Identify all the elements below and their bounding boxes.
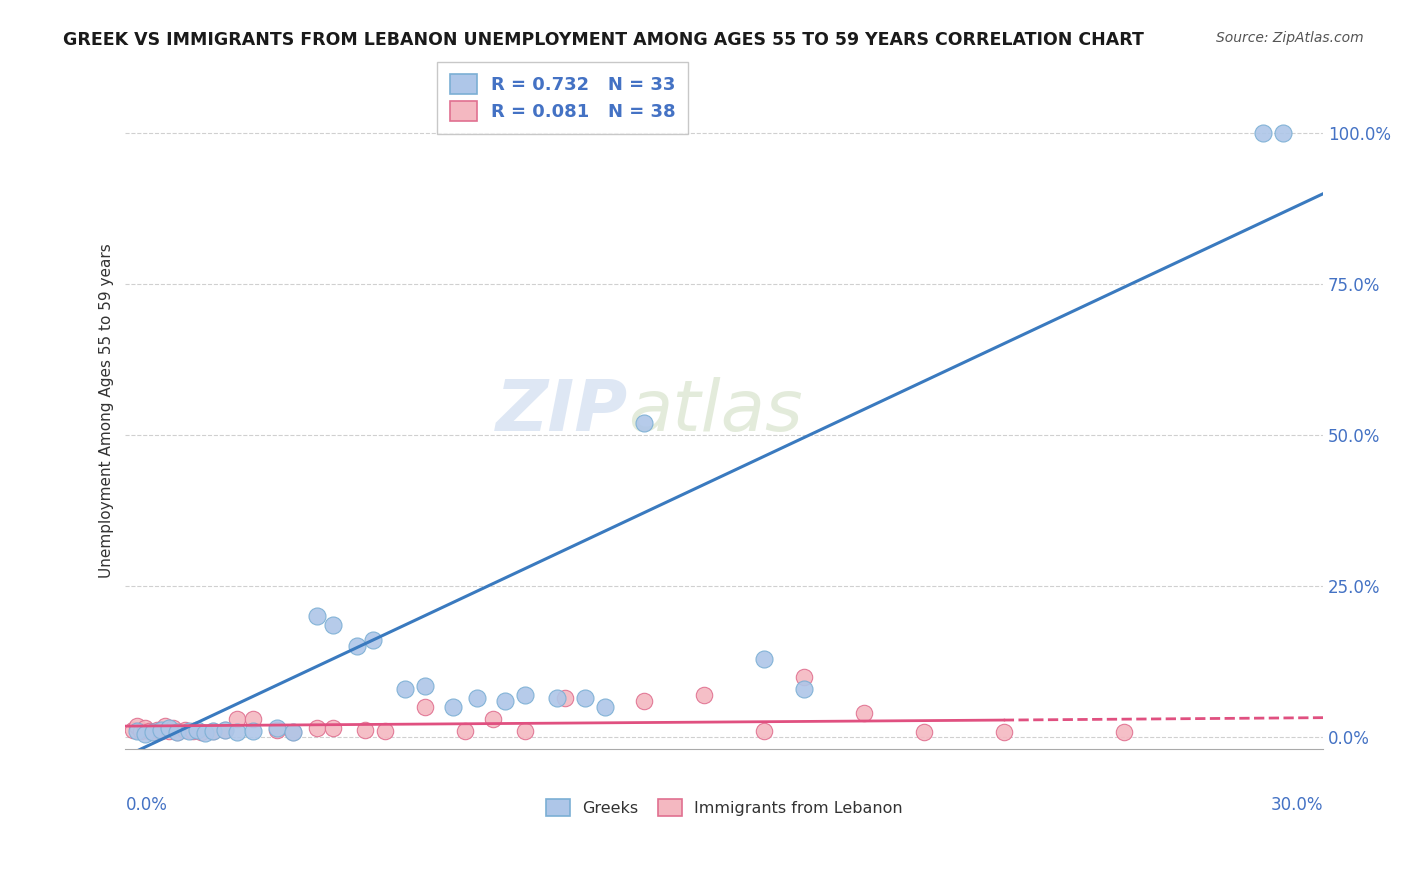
Point — [186, 723, 208, 737]
Point — [593, 699, 616, 714]
Point — [166, 725, 188, 739]
Point — [122, 723, 145, 737]
Point — [142, 725, 165, 739]
Point — [226, 725, 249, 739]
Point — [322, 721, 344, 735]
Point — [361, 633, 384, 648]
Point — [374, 723, 396, 738]
Point — [155, 719, 177, 733]
Point — [793, 681, 815, 696]
Point — [1251, 126, 1274, 140]
Point — [322, 618, 344, 632]
Point — [633, 694, 655, 708]
Text: Source: ZipAtlas.com: Source: ZipAtlas.com — [1216, 31, 1364, 45]
Point — [993, 725, 1015, 739]
Point — [494, 694, 516, 708]
Point — [242, 712, 264, 726]
Point — [513, 688, 536, 702]
Point — [226, 712, 249, 726]
Point — [150, 723, 173, 738]
Point — [413, 679, 436, 693]
Point — [754, 723, 776, 738]
Point — [281, 725, 304, 739]
Point — [754, 651, 776, 665]
Point — [633, 416, 655, 430]
Point — [266, 721, 288, 735]
Text: ZIP: ZIP — [496, 376, 628, 445]
Point — [307, 609, 329, 624]
Point — [202, 723, 225, 738]
Point — [214, 723, 236, 737]
Point — [214, 723, 236, 737]
Point — [166, 725, 188, 739]
Point — [307, 721, 329, 735]
Point — [183, 723, 205, 738]
Point — [465, 690, 488, 705]
Point — [138, 723, 160, 738]
Point — [793, 670, 815, 684]
Point — [190, 725, 212, 739]
Point — [912, 725, 935, 739]
Point — [281, 725, 304, 739]
Point — [1272, 126, 1295, 140]
Point — [194, 726, 217, 740]
Point — [134, 721, 156, 735]
Point — [574, 690, 596, 705]
Text: 30.0%: 30.0% — [1271, 796, 1323, 814]
Legend: Greeks, Immigrants from Lebanon: Greeks, Immigrants from Lebanon — [540, 793, 910, 822]
Point — [394, 681, 416, 696]
Point — [131, 723, 153, 738]
Point — [853, 706, 876, 720]
Point — [693, 688, 716, 702]
Point — [162, 721, 184, 735]
Point — [134, 727, 156, 741]
Point — [179, 723, 201, 738]
Point — [127, 719, 149, 733]
Point — [242, 723, 264, 738]
Text: GREEK VS IMMIGRANTS FROM LEBANON UNEMPLOYMENT AMONG AGES 55 TO 59 YEARS CORRELAT: GREEK VS IMMIGRANTS FROM LEBANON UNEMPLO… — [63, 31, 1144, 49]
Point — [127, 723, 149, 738]
Point — [354, 723, 377, 737]
Point — [157, 721, 180, 735]
Point — [554, 690, 576, 705]
Point — [513, 723, 536, 738]
Text: atlas: atlas — [628, 376, 803, 445]
Point — [150, 723, 173, 737]
Point — [346, 640, 368, 654]
Point — [142, 725, 165, 739]
Text: 0.0%: 0.0% — [125, 796, 167, 814]
Point — [413, 699, 436, 714]
Point — [481, 712, 503, 726]
Point — [174, 723, 197, 737]
Point — [202, 723, 225, 738]
Point — [146, 723, 169, 737]
Point — [157, 723, 180, 738]
Y-axis label: Unemployment Among Ages 55 to 59 years: Unemployment Among Ages 55 to 59 years — [100, 244, 114, 578]
Point — [1112, 725, 1135, 739]
Point — [454, 723, 477, 738]
Point — [266, 723, 288, 737]
Point — [546, 690, 568, 705]
Point — [441, 699, 464, 714]
